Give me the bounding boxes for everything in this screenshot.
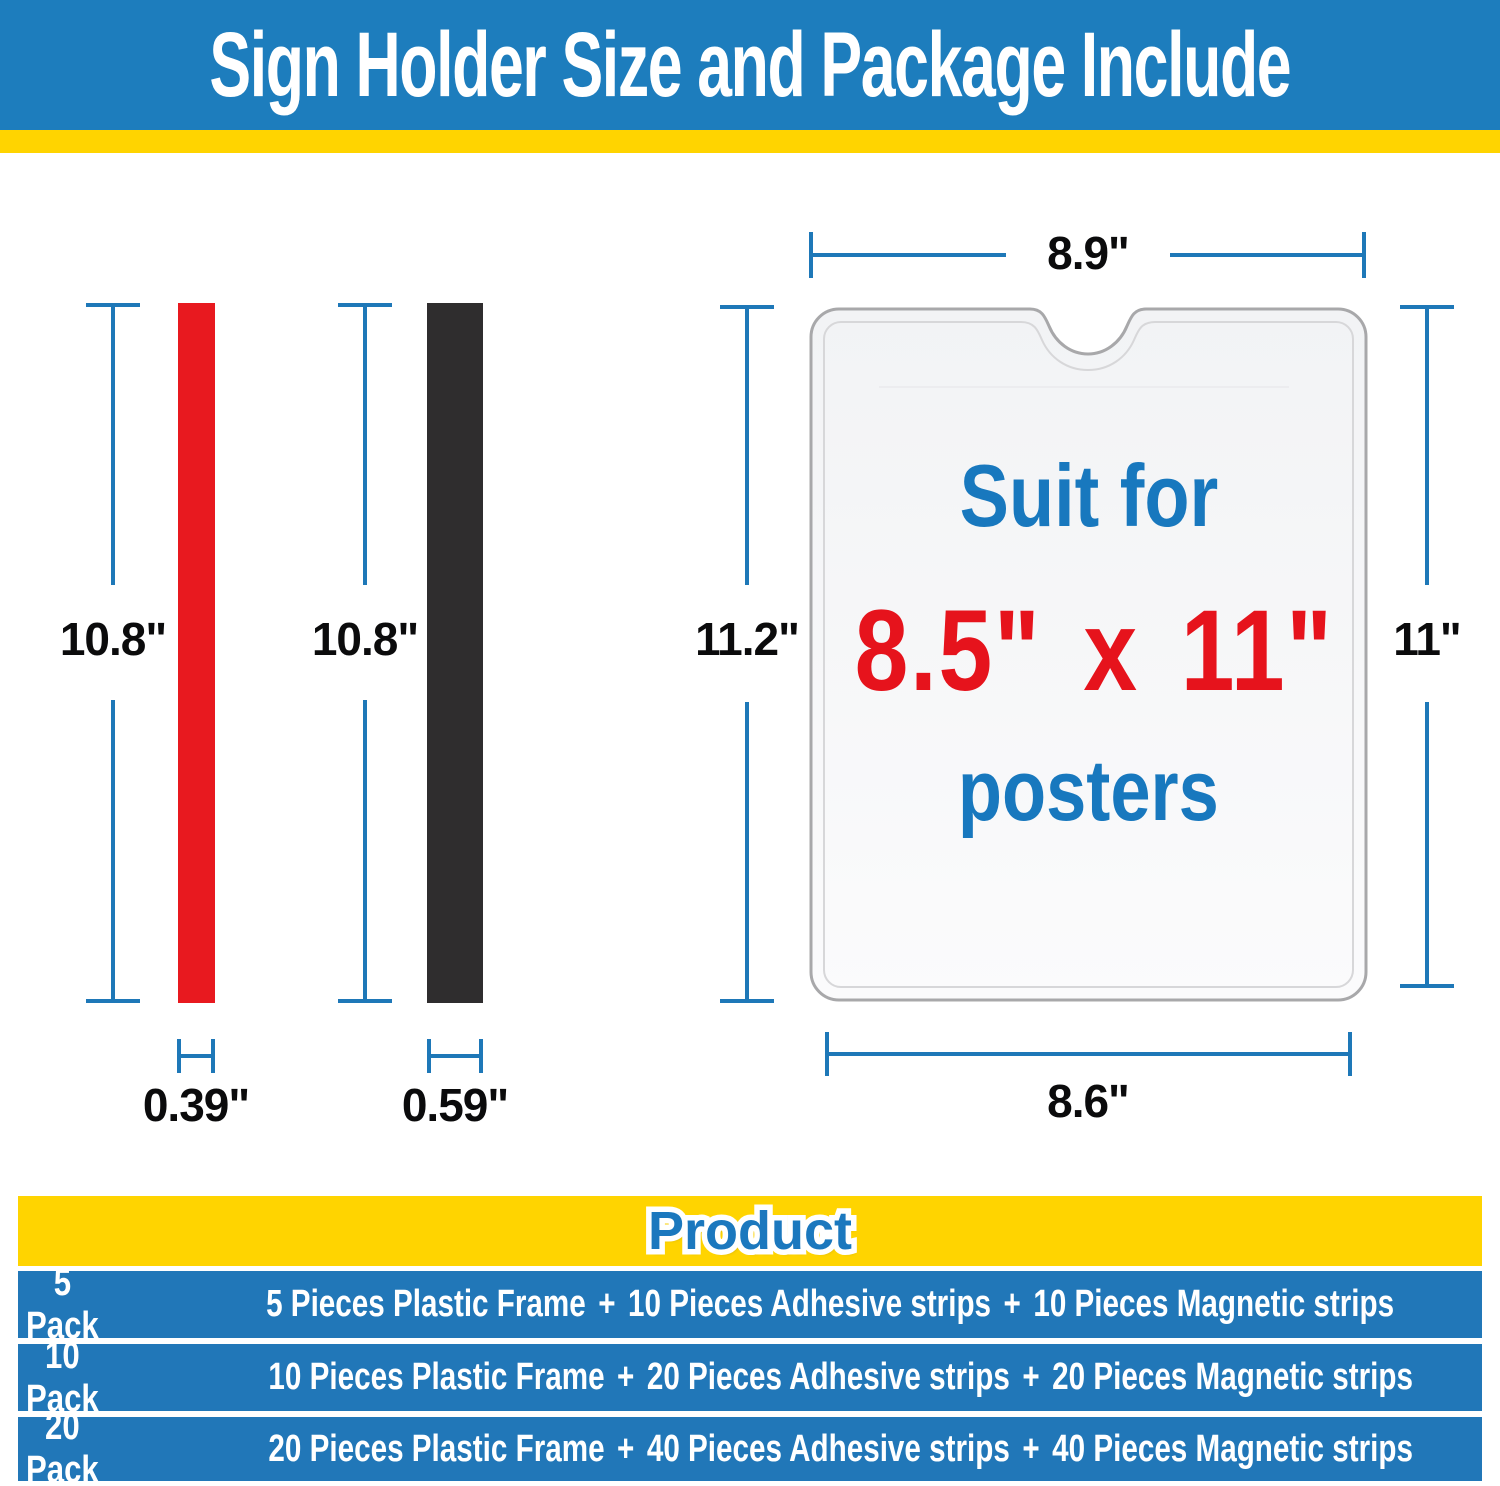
pack-contents-cell: 20 Pieces Plastic Frame +40 Pieces Adhesi… — [107, 1428, 1500, 1471]
table-title-outline: Product — [642, 1199, 857, 1264]
pack-size-cell: 10 Pack — [25, 1334, 99, 1420]
black-strip-height-label: 10.8" — [311, 613, 419, 665]
red-strip-dim-line-lower — [111, 700, 115, 999]
red-strip-height-label: 10.8" — [59, 613, 167, 665]
holder-left-dim-line-upper — [745, 309, 749, 585]
holder-caption-poster-size: 8.5" x 11" — [854, 587, 1334, 715]
plus-sign: + — [1022, 1356, 1040, 1398]
plus-sign: + — [597, 1283, 616, 1325]
holder-outer-edge — [809, 307, 1368, 1002]
holder-right-dim-line-lower — [1425, 702, 1429, 984]
pack-size-cell: 20 Pack — [25, 1406, 99, 1486]
black-strip-dim-cap-top — [338, 303, 392, 307]
header-banner: Sign Holder Size and Package Include — [0, 0, 1500, 130]
sign-holder-graphic — [809, 307, 1368, 1002]
black-strip-dim-line-lower — [363, 700, 367, 999]
black-strip-width-marker-line — [427, 1054, 483, 1058]
holder-bottom-dim-cap-left — [825, 1032, 829, 1076]
red-strip-graphic — [178, 303, 215, 1003]
table-header: Product Product — [18, 1196, 1482, 1266]
red-strip-width-marker-line — [177, 1054, 215, 1058]
holder-inner-pocket-edge — [823, 321, 1354, 988]
red-strip-width-marker-right — [211, 1039, 215, 1073]
holder-caption-suit-for: Suit for — [959, 446, 1218, 545]
plus-sign: + — [1003, 1283, 1021, 1325]
red-strip-dim-cap-bottom — [86, 999, 140, 1003]
table-row-5-pack: 5 Pack 5 Pieces Plastic Frame +10 Pieces … — [18, 1262, 1482, 1347]
holder-right-dim-line-upper — [1425, 309, 1429, 585]
holder-top-dim-label: 8.9" — [1047, 227, 1130, 279]
contents-frame: 20 Pieces Plastic Frame — [268, 1427, 605, 1470]
black-strip-width-label: 0.59" — [401, 1079, 509, 1131]
holder-bottom-dim-line — [829, 1052, 1350, 1056]
holder-left-dim-line-lower — [745, 702, 749, 999]
holder-bottom-dim-label: 8.6" — [1047, 1075, 1130, 1127]
plus-sign: + — [616, 1356, 635, 1398]
black-strip-dim-cap-bottom — [338, 999, 392, 1003]
holder-top-dim-cap-left — [809, 232, 813, 278]
holder-bottom-dim-cap-right — [1348, 1032, 1352, 1076]
holder-top-dim-cap-right — [1362, 232, 1366, 278]
holder-left-dim-cap-bottom — [720, 999, 774, 1003]
holder-top-dim-line-left — [813, 253, 1006, 257]
contents-frame: 5 Pieces Plastic Frame — [265, 1283, 586, 1325]
contents-magnetic: 40 Pieces Magnetic strips — [1051, 1427, 1413, 1470]
contents-magnetic: 20 Pieces Magnetic strips — [1051, 1356, 1413, 1398]
red-strip-dim-line-upper — [111, 307, 115, 585]
black-strip-width-marker-right — [479, 1039, 483, 1073]
holder-left-dim-label: 11.2" — [695, 613, 800, 665]
holder-right-dim-label: 11" — [1393, 613, 1461, 665]
plus-sign: + — [1022, 1427, 1040, 1470]
red-strip-width-label: 0.39" — [142, 1079, 250, 1131]
holder-right-dim-cap-top — [1400, 305, 1454, 309]
page-title: Sign Holder Size and Package Include — [209, 13, 1292, 116]
table-title: Product Product — [642, 1199, 857, 1264]
table-row-10-pack: 10 Pack 10 Pieces Plastic Frame +20 Piece… — [18, 1335, 1482, 1420]
black-strip-graphic — [427, 303, 483, 1003]
table-title-text: Product — [647, 1201, 852, 1261]
holder-caption-posters: posters — [958, 743, 1219, 839]
pack-contents-cell: 10 Pieces Plastic Frame +20 Pieces Adhesi… — [107, 1356, 1500, 1399]
plus-sign: + — [616, 1427, 635, 1470]
table-row-20-pack: 20 Pack 20 Pieces Plastic Frame +40 Piece… — [18, 1406, 1482, 1486]
contents-adhesive: 20 Pieces Adhesive strips — [646, 1356, 1010, 1398]
pack-contents-cell: 5 Pieces Plastic Frame +10 Pieces Adhesiv… — [107, 1283, 1500, 1326]
holder-top-dim-line-right — [1170, 253, 1362, 257]
contents-frame: 10 Pieces Plastic Frame — [268, 1356, 605, 1398]
header-yellow-divider — [0, 130, 1500, 153]
black-strip-dim-line-upper — [363, 307, 367, 585]
contents-adhesive: 10 Pieces Adhesive strips — [627, 1283, 991, 1325]
holder-left-dim-cap-top — [720, 305, 774, 309]
holder-right-dim-cap-bottom — [1400, 984, 1454, 988]
red-strip-dim-cap-top — [86, 303, 140, 307]
pack-size-cell: 5 Pack — [25, 1261, 99, 1347]
contents-adhesive: 40 Pieces Adhesive strips — [646, 1427, 1010, 1470]
contents-magnetic: 10 Pieces Magnetic strips — [1033, 1283, 1394, 1325]
